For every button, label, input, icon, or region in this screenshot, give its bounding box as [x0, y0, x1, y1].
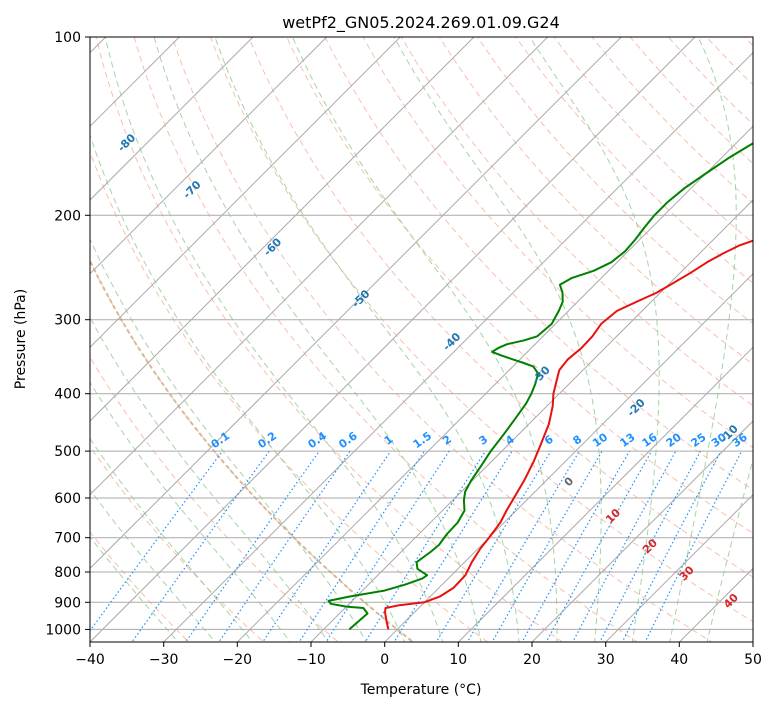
- y-tick-label: 700: [54, 531, 81, 547]
- dry-adiabat-line: [248, 37, 753, 578]
- isotherm-line: [90, 37, 402, 349]
- chart-title: wetPf2_GN05.2024.269.01.09.G24: [282, 13, 560, 33]
- dry-adiabat-line: [667, 37, 753, 125]
- x-tick-label: −10: [296, 652, 326, 668]
- x-tick-label: 10: [449, 652, 467, 668]
- isotherms: [90, 37, 753, 642]
- dry-adiabat-line: [477, 37, 753, 325]
- isotherm-line: [457, 346, 753, 642]
- plot-frame: [89, 36, 754, 643]
- x-tick-label: −30: [149, 652, 179, 668]
- y-tick-label: 800: [54, 565, 81, 581]
- y-tick-label: 300: [54, 313, 81, 329]
- isotherm-line: [383, 272, 753, 642]
- mixing-ratio-line: [491, 450, 603, 642]
- mixing-ratio-line: [466, 450, 580, 642]
- sounding-profiles: [327, 142, 753, 631]
- sounding-line: [384, 239, 753, 630]
- isotherm-line: [531, 420, 753, 642]
- y-tick-label: 1000: [45, 622, 81, 638]
- moist-adiabat-line: [90, 316, 329, 642]
- mixing-ratio-line: [325, 450, 450, 642]
- sounding-line: [327, 142, 753, 631]
- isotherm-line: [90, 37, 181, 128]
- freezing-line: [90, 258, 415, 642]
- dry-adiabat-line: [90, 150, 489, 642]
- y-tick-label: 600: [54, 491, 81, 507]
- dry-adiabats: [90, 37, 753, 642]
- dry-adiabat-line: [362, 37, 753, 449]
- y-tick-label: 900: [54, 595, 81, 611]
- isotherm-line: [90, 37, 696, 642]
- moist-adiabat-line: [669, 37, 737, 642]
- x-tick-label: 50: [744, 652, 762, 668]
- mixing-ratio-line: [131, 450, 270, 642]
- dry-adiabat-line: [133, 37, 638, 642]
- isotherm-line: [90, 37, 549, 496]
- isotherm-line: [90, 37, 328, 275]
- mixing-ratio-line: [262, 450, 392, 642]
- x-axis-label: Temperature (°C): [360, 682, 482, 698]
- dry-adiabat-line: [324, 37, 753, 491]
- moist-adiabat-line: [292, 37, 558, 642]
- y-tick-label: 200: [54, 208, 81, 224]
- y-tick-label: 100: [54, 30, 81, 46]
- freezing-curve: [90, 258, 415, 642]
- isotherm-line: [90, 37, 254, 201]
- y-axis-label: Pressure (hPa): [13, 289, 29, 389]
- dry-adiabat-line: [286, 37, 753, 534]
- mixing-ratio-line: [435, 450, 552, 642]
- mixing-ratio-lines: [90, 450, 743, 642]
- isotherm-line: [90, 37, 623, 570]
- isotherm-line: [604, 493, 753, 642]
- x-tick-label: 20: [523, 652, 541, 668]
- y-tick-label: 500: [54, 444, 81, 460]
- x-tick-label: 30: [597, 652, 615, 668]
- mixing-ratio-line: [545, 450, 653, 642]
- isotherm-line: [90, 37, 475, 422]
- moist-adiabat-line: [153, 37, 482, 642]
- x-tick-label: 40: [670, 652, 688, 668]
- isotherm-line: [310, 199, 753, 642]
- moist-adiabat-line: [393, 37, 602, 642]
- x-tick-label: −40: [75, 652, 105, 668]
- isotherm-line: [236, 125, 753, 642]
- x-axis: −40 −30 −20 −10 0 10 20 30 40 50: [75, 642, 762, 668]
- dry-adiabat-line: [171, 37, 713, 642]
- dry-adiabat-line: [629, 37, 753, 165]
- x-tick-label: 0: [380, 652, 389, 668]
- dry-adiabat-line: [90, 445, 265, 642]
- y-tick-label: 400: [54, 387, 81, 403]
- mixing-ratio-line: [644, 450, 743, 642]
- moist-adiabat-line: [529, 37, 660, 642]
- mixing-ratio-line: [184, 450, 320, 642]
- mixing-ratio-line: [218, 450, 351, 642]
- y-axis: 1000 900 800 700 600 500 400 300 200 100: [45, 30, 90, 638]
- moist-adiabat-line: [214, 37, 520, 642]
- isotherm-line: [162, 51, 753, 642]
- mixing-ratio-line: [298, 450, 425, 642]
- plot-area: 0.10.20.40.611.52346810131620253036-100-…: [90, 37, 753, 642]
- x-tick-label: −20: [223, 652, 253, 668]
- dry-adiabat-line: [438, 37, 753, 366]
- dry-adiabat-line: [95, 37, 564, 642]
